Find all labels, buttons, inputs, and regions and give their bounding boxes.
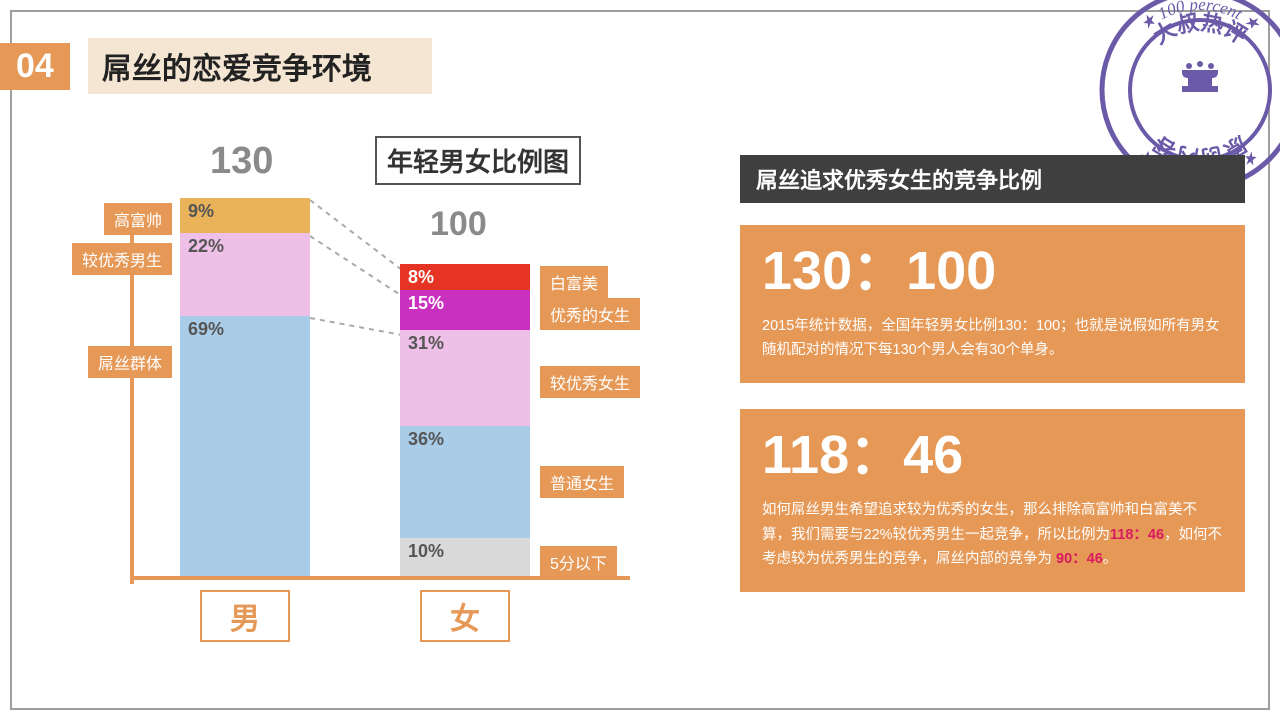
male-bar: 69%22%9% <box>180 198 310 576</box>
segment-label: 较优秀男生 <box>72 243 172 275</box>
ratio-2: 118：46 <box>762 423 1223 488</box>
female-bar: 10%36%31%15%8% <box>400 264 530 576</box>
bar-segment: 22% <box>180 233 310 316</box>
bar-segment: 36% <box>400 426 530 538</box>
ratio-2-desc: 如何屌丝男生希望追求较为优秀的女生，那么排除高富帅和白富美不算，我们需要与22%… <box>762 498 1223 572</box>
chart-title: 年轻男女比例图 <box>375 136 581 185</box>
segment-label: 白富美 <box>540 266 608 298</box>
header: 04 屌丝的恋爱竞争环境 <box>0 38 432 94</box>
female-total: 100 <box>430 205 487 244</box>
bar-segment: 10% <box>400 538 530 576</box>
female-axis-label: 女 <box>420 590 510 642</box>
right-panel: 屌丝追求优秀女生的竞争比例 130：100 2015年统计数据，全国年轻男女比例… <box>740 155 1245 618</box>
ratio-chart: 130 年轻男女比例图 100 69%22%9% 10%36%31%15%8% … <box>40 140 640 660</box>
bar-segment: 15% <box>400 290 530 330</box>
segment-label: 普通女生 <box>540 466 624 498</box>
bar-segment: 31% <box>400 330 530 426</box>
segment-label: 5分以下 <box>540 546 617 578</box>
ratio-box-1: 130：100 2015年统计数据，全国年轻男女比例130：100；也就是说假如… <box>740 225 1245 383</box>
male-axis-label: 男 <box>200 590 290 642</box>
male-total: 130 <box>210 140 273 183</box>
segment-label: 屌丝群体 <box>88 346 172 378</box>
segment-label: 较优秀女生 <box>540 366 640 398</box>
bar-segment: 69% <box>180 316 310 576</box>
slide-title: 屌丝的恋爱竞争环境 <box>88 38 432 94</box>
ratio-box-2: 118：46 如何屌丝男生希望追求较为优秀的女生，那么排除高富帅和白富美不算，我… <box>740 409 1245 592</box>
right-subtitle: 屌丝追求优秀女生的竞争比例 <box>740 155 1245 203</box>
bar-segment: 9% <box>180 198 310 233</box>
bar-segment: 8% <box>400 264 530 290</box>
segment-label: 优秀的女生 <box>540 298 640 330</box>
segment-label: 高富帅 <box>104 203 172 235</box>
slide-number: 04 <box>0 43 70 90</box>
connector-lines <box>310 180 402 560</box>
ratio-1-desc: 2015年统计数据，全国年轻男女比例130：100；也就是说假如所有男女随机配对… <box>762 314 1223 363</box>
ratio-1: 130：100 <box>762 239 1223 304</box>
